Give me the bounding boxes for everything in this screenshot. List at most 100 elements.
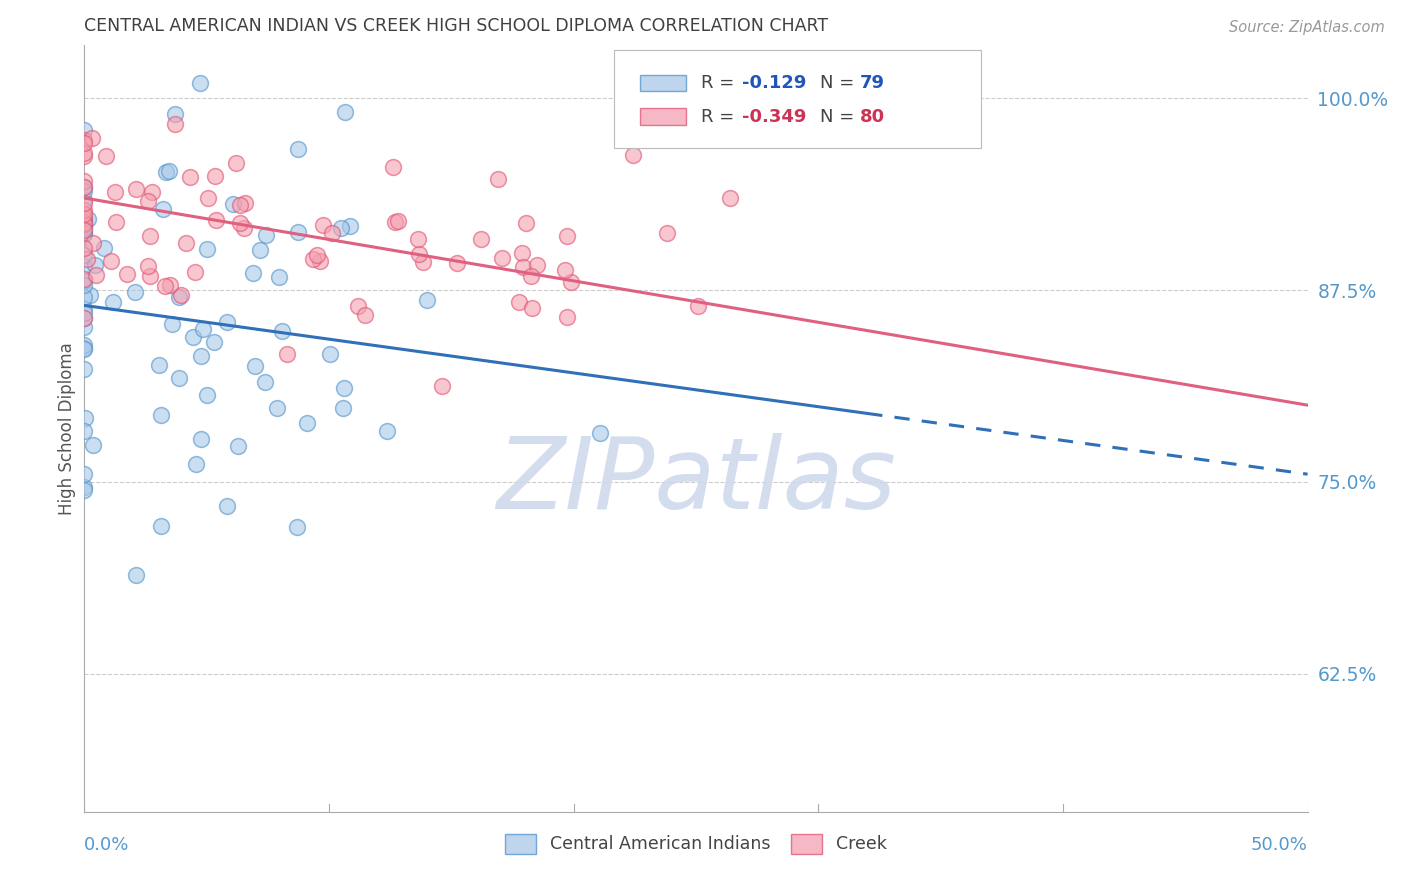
Point (115, 267, 138, 281)
Point (510, 246, 533, 260)
Point (184, 264, 207, 278)
Point (76, 252, 98, 266)
Text: N =: N = (820, 108, 859, 126)
Point (138, 229, 160, 244)
Point (321, 226, 343, 240)
Point (165, 107, 187, 121)
Text: CENTRAL AMERICAN INDIAN VS CREEK HIGH SCHOOL DIPLOMA CORRELATION CHART: CENTRAL AMERICAN INDIAN VS CREEK HIGH SC… (84, 17, 828, 35)
Text: -0.129: -0.129 (742, 74, 807, 92)
Point (204, 169, 226, 184)
Text: Source: ZipAtlas.com: Source: ZipAtlas.com (1229, 20, 1385, 35)
Point (84, 258, 107, 272)
Point (197, 191, 219, 205)
Point (205, 213, 228, 227)
Point (183, 330, 205, 344)
Point (174, 235, 197, 250)
Point (104, 185, 127, 199)
FancyBboxPatch shape (640, 75, 686, 91)
FancyBboxPatch shape (614, 50, 981, 148)
Point (249, 243, 271, 257)
Point (287, 225, 309, 239)
Point (73, 122, 96, 136)
Point (100, 253, 122, 268)
Point (124, 285, 146, 300)
Point (470, 232, 492, 246)
Point (339, 219, 361, 233)
Point (93, 240, 115, 254)
Point (73, 174, 96, 188)
Point (153, 278, 176, 293)
FancyBboxPatch shape (640, 108, 686, 125)
Point (446, 256, 468, 270)
Point (232, 221, 254, 235)
Text: 80: 80 (860, 108, 884, 126)
Point (73, 214, 96, 228)
Text: -0.349: -0.349 (742, 108, 807, 126)
Point (73, 271, 96, 285)
Text: ZIPatlas: ZIPatlas (496, 434, 896, 531)
Point (287, 142, 309, 156)
Y-axis label: High School Diploma: High School Diploma (58, 342, 76, 515)
Point (73, 424, 96, 438)
Point (73, 218, 96, 232)
Point (195, 388, 218, 402)
Point (73, 306, 96, 320)
Point (266, 401, 288, 415)
Text: 0.0%: 0.0% (84, 837, 129, 855)
Point (82, 236, 104, 251)
Text: 79: 79 (860, 74, 884, 92)
Point (125, 567, 148, 582)
Point (526, 258, 548, 272)
Point (73, 338, 96, 352)
Point (169, 370, 191, 384)
Point (73, 206, 96, 220)
Point (589, 426, 612, 441)
Text: N =: N = (820, 74, 859, 92)
Point (73, 227, 96, 242)
Point (555, 228, 578, 243)
Point (297, 416, 319, 430)
Point (287, 520, 309, 534)
Point (152, 202, 174, 216)
Point (167, 290, 190, 304)
Point (73, 184, 96, 198)
Point (225, 156, 247, 170)
Point (73, 273, 96, 287)
Point (73, 136, 96, 150)
Point (319, 347, 342, 361)
Point (312, 219, 335, 233)
Point (136, 194, 159, 209)
Point (190, 349, 212, 363)
Point (202, 335, 225, 350)
Point (73, 320, 96, 334)
Point (105, 215, 128, 229)
Point (73, 221, 96, 235)
Point (307, 248, 329, 262)
Point (101, 294, 124, 309)
Point (330, 220, 353, 235)
Point (73, 290, 96, 304)
Point (73, 310, 96, 325)
Point (332, 401, 354, 415)
Point (271, 324, 294, 338)
Point (190, 432, 212, 446)
Text: 50.0%: 50.0% (1251, 837, 1308, 855)
Point (73, 302, 96, 317)
Point (226, 439, 249, 453)
Point (73, 310, 96, 325)
Point (73, 196, 96, 211)
Point (125, 182, 148, 196)
Point (657, 226, 679, 240)
Point (73, 180, 96, 194)
Point (73, 194, 96, 208)
Point (347, 300, 370, 314)
Point (197, 243, 219, 257)
Point (148, 358, 170, 372)
Point (387, 213, 409, 227)
Point (228, 216, 250, 230)
Point (193, 322, 215, 336)
Point (73, 223, 96, 237)
Point (382, 160, 405, 174)
Point (73, 241, 96, 255)
Point (333, 105, 356, 120)
